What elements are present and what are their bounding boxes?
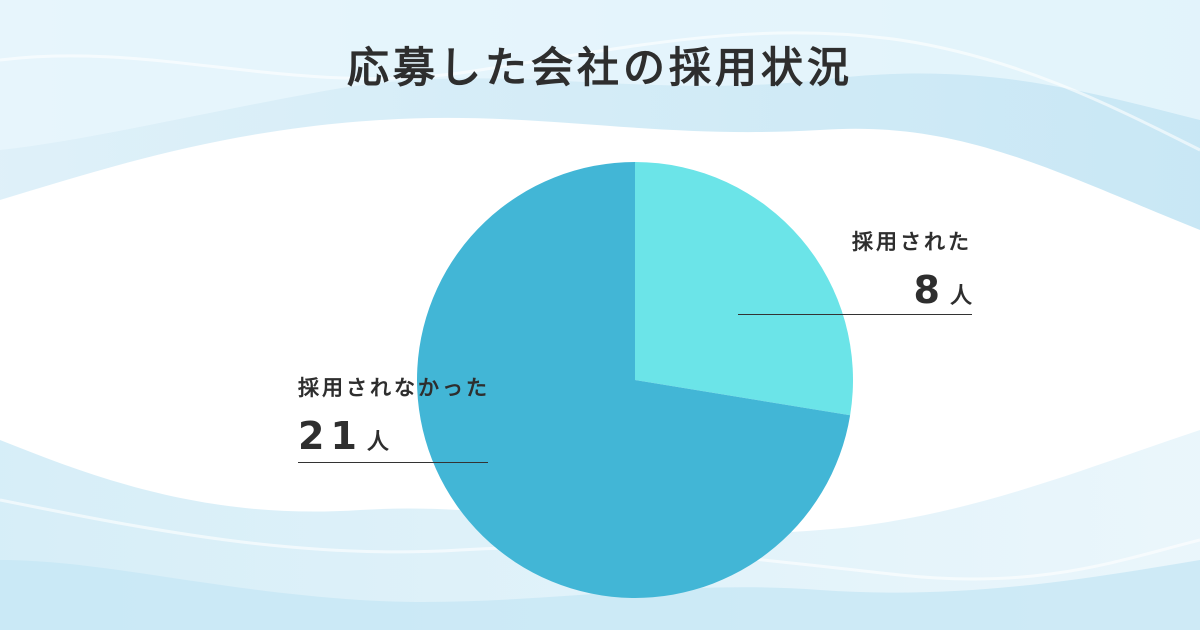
slice-label-not-hired-value: 21 <box>298 414 363 458</box>
slice-label-hired-name: 採用された <box>852 230 972 254</box>
pie-slice-hired <box>635 162 854 416</box>
leader-line-not-hired <box>298 462 488 463</box>
slice-label-not-hired-unit: 人 <box>366 430 389 455</box>
slice-label-hired-unit: 人 <box>949 284 972 309</box>
pie-slice-not-hired <box>417 162 851 598</box>
leader-line-hired <box>738 314 972 315</box>
slice-label-not-hired: 採用されなかった 21 人 <box>298 372 538 458</box>
page-title: 応募した会社の採用状況 <box>346 43 853 92</box>
top-wave-front <box>0 0 1200 150</box>
top-wave-highlight <box>0 31 1200 152</box>
slice-label-hired-value: 8 <box>913 268 946 312</box>
slice-label-not-hired-name: 採用されなかった <box>298 376 490 400</box>
